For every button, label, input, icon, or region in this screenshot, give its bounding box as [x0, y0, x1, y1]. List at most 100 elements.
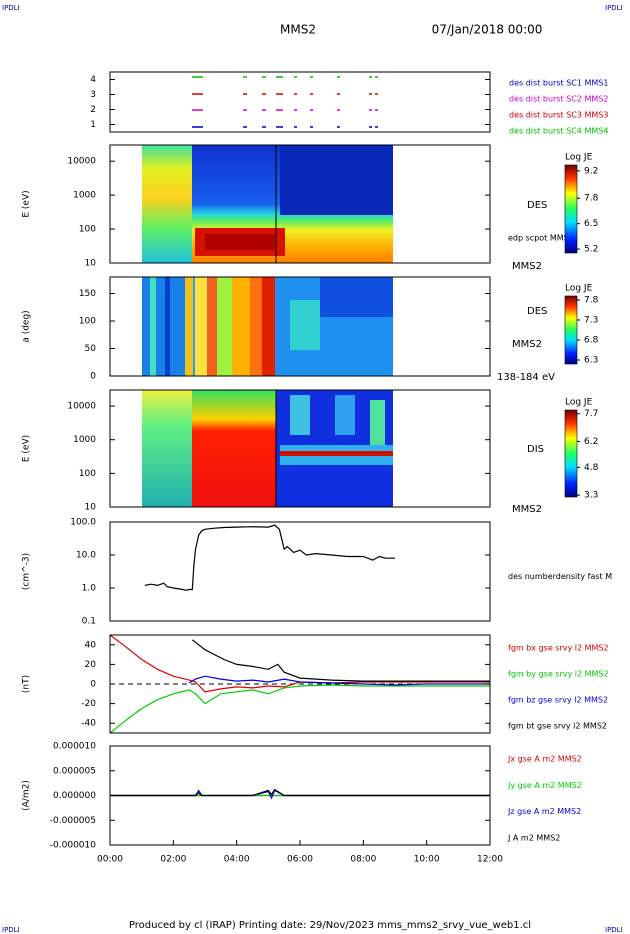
y-tick-label: 0.000010: [53, 742, 96, 752]
panel-label: MMS2: [512, 339, 542, 350]
colorbar: [564, 164, 578, 254]
burst-dashes: [192, 76, 378, 128]
line: [144, 524, 395, 591]
x-tick-label: 08:00: [350, 855, 376, 865]
line: [188, 675, 490, 686]
y-tick-label: -20: [81, 699, 96, 709]
panel-frame: [109, 389, 491, 508]
legend-entry: des dist burst SC3 MMS3: [509, 111, 608, 120]
legend-entry: des dist burst SC2 MMS2: [509, 95, 608, 104]
panel-frame: [109, 521, 491, 622]
panel-frame: [109, 276, 491, 377]
panel-frame: [109, 144, 491, 264]
colorbar-tick-label: 6.3: [584, 356, 598, 366]
panel-label: DIS: [527, 444, 544, 455]
y-tick-label: -0.000010: [50, 841, 96, 851]
legend-entry: Jy gse A m2 MMS2: [507, 781, 582, 790]
line: [110, 788, 490, 797]
x-tick-label: 12:00: [477, 855, 503, 865]
line: [191, 639, 490, 682]
colorbar-title: Log JE: [565, 153, 593, 163]
y-tick-label: 100: [79, 317, 96, 327]
y-tick-label: 150: [79, 289, 96, 299]
y-axis-label: E (eV): [22, 190, 32, 217]
panel-frame: [109, 71, 491, 133]
y-tick-label: 2: [90, 105, 96, 115]
panel-label: DES: [527, 306, 547, 317]
footer: Produced by cl (IRAP) Printing date: 29/…: [129, 920, 531, 931]
colorbar-tick-label: 9.2: [584, 166, 598, 176]
spectrogram-des-pitch: [142, 277, 393, 376]
line: [110, 635, 490, 693]
x-tick-label: 02:00: [160, 855, 186, 865]
date: 07/Jan/2018 00:00: [432, 23, 543, 37]
legend-entry: Jz gse A m2 MMS2: [507, 807, 581, 816]
y-tick-label: 40: [85, 640, 97, 650]
y-tick-label: 10: [85, 503, 97, 513]
corner-tag: IPDLI: [605, 926, 623, 934]
corner-tag: IPDLI: [605, 4, 623, 12]
y-axis-label: a (deg): [22, 310, 32, 342]
legend-entry: des dist burst SC4 MMS4: [509, 127, 608, 136]
y-axis-label: (A/m2): [22, 780, 32, 811]
legend-entry: des dist burst SC1 MMS1: [509, 79, 608, 88]
y-tick-label: 10000: [67, 402, 96, 412]
y-tick-label: 0.000000: [53, 791, 96, 801]
legend-entry: Jx gse A m2 MMS2: [507, 755, 582, 764]
colorbar-tick-label: 7.7: [584, 409, 598, 419]
colorbar-tick-label: 6.5: [584, 219, 598, 229]
y-tick-label: 20: [85, 660, 97, 670]
legend-entry: fgm bt gse srvy l2 MMS2: [508, 722, 607, 731]
y-tick-label: 100: [79, 469, 96, 479]
y-axis-label: (cm^-3): [22, 553, 32, 590]
colorbar: [564, 295, 578, 365]
y-tick-label: 0.000005: [53, 766, 96, 776]
y-tick-label: -0.000005: [50, 816, 96, 826]
y-tick-label: 1000: [73, 191, 96, 201]
y-tick-label: 1: [90, 120, 96, 130]
spectrogram-dis-energy: [142, 390, 393, 507]
panel-label: edp scpot MMS2: [508, 234, 574, 243]
y-axis-label: (nT): [22, 675, 32, 693]
line: [110, 684, 490, 733]
panel-label: MMS2: [512, 261, 542, 272]
y-tick-label: 3: [90, 90, 96, 100]
y-tick-label: 10000: [67, 157, 96, 167]
legend-entry: fgm by gse srvy l2 MMS2: [508, 670, 609, 679]
corner-tag: IPDLI: [2, 926, 20, 934]
colorbar-tick-label: 6.2: [584, 437, 598, 447]
colorbar-tick-label: 7.8: [584, 194, 599, 204]
title: MMS2: [280, 23, 316, 37]
legend-entry: fgm bx gse srvy l2 MMS2: [508, 644, 609, 653]
spectrogram-des-energy: [142, 145, 393, 263]
line: [110, 789, 490, 800]
panel-label: MMS2: [512, 504, 542, 515]
colorbar-tick-label: 4.8: [584, 463, 599, 473]
x-tick-label: 10:00: [414, 855, 440, 865]
legend-entry: des numberdensity fast M: [508, 572, 612, 581]
y-tick-label: 1000: [73, 435, 96, 445]
colorbar: [564, 409, 578, 498]
panel-label: DES: [527, 200, 547, 211]
legend-entry: fgm bz gse srvy l2 MMS2: [508, 696, 608, 705]
colorbar-tick-label: 7.8: [584, 296, 599, 306]
legend-entry: J A m2 MMS2: [507, 834, 560, 843]
y-tick-label: -40: [81, 719, 96, 729]
y-tick-label: 10: [85, 259, 97, 269]
y-tick-label: 100.0: [70, 518, 96, 528]
y-tick-label: 0: [90, 680, 96, 690]
y-tick-label: 50: [85, 344, 97, 354]
x-tick-label: 00:00: [97, 855, 123, 865]
x-tick-label: 06:00: [287, 855, 313, 865]
y-tick-label: 100: [79, 225, 96, 235]
y-tick-label: 4: [90, 75, 96, 85]
panel-label: 138-184 eV: [497, 372, 555, 383]
corner-tag: IPDLI: [2, 4, 20, 12]
colorbar-title: Log JE: [565, 284, 593, 294]
colorbar-tick-label: 7.3: [584, 316, 598, 326]
colorbar-tick-label: 5.2: [584, 245, 598, 255]
colorbar-tick-label: 6.8: [584, 336, 599, 346]
y-tick-label: 10.0: [76, 551, 96, 561]
y-tick-label: 1.0: [82, 584, 97, 594]
